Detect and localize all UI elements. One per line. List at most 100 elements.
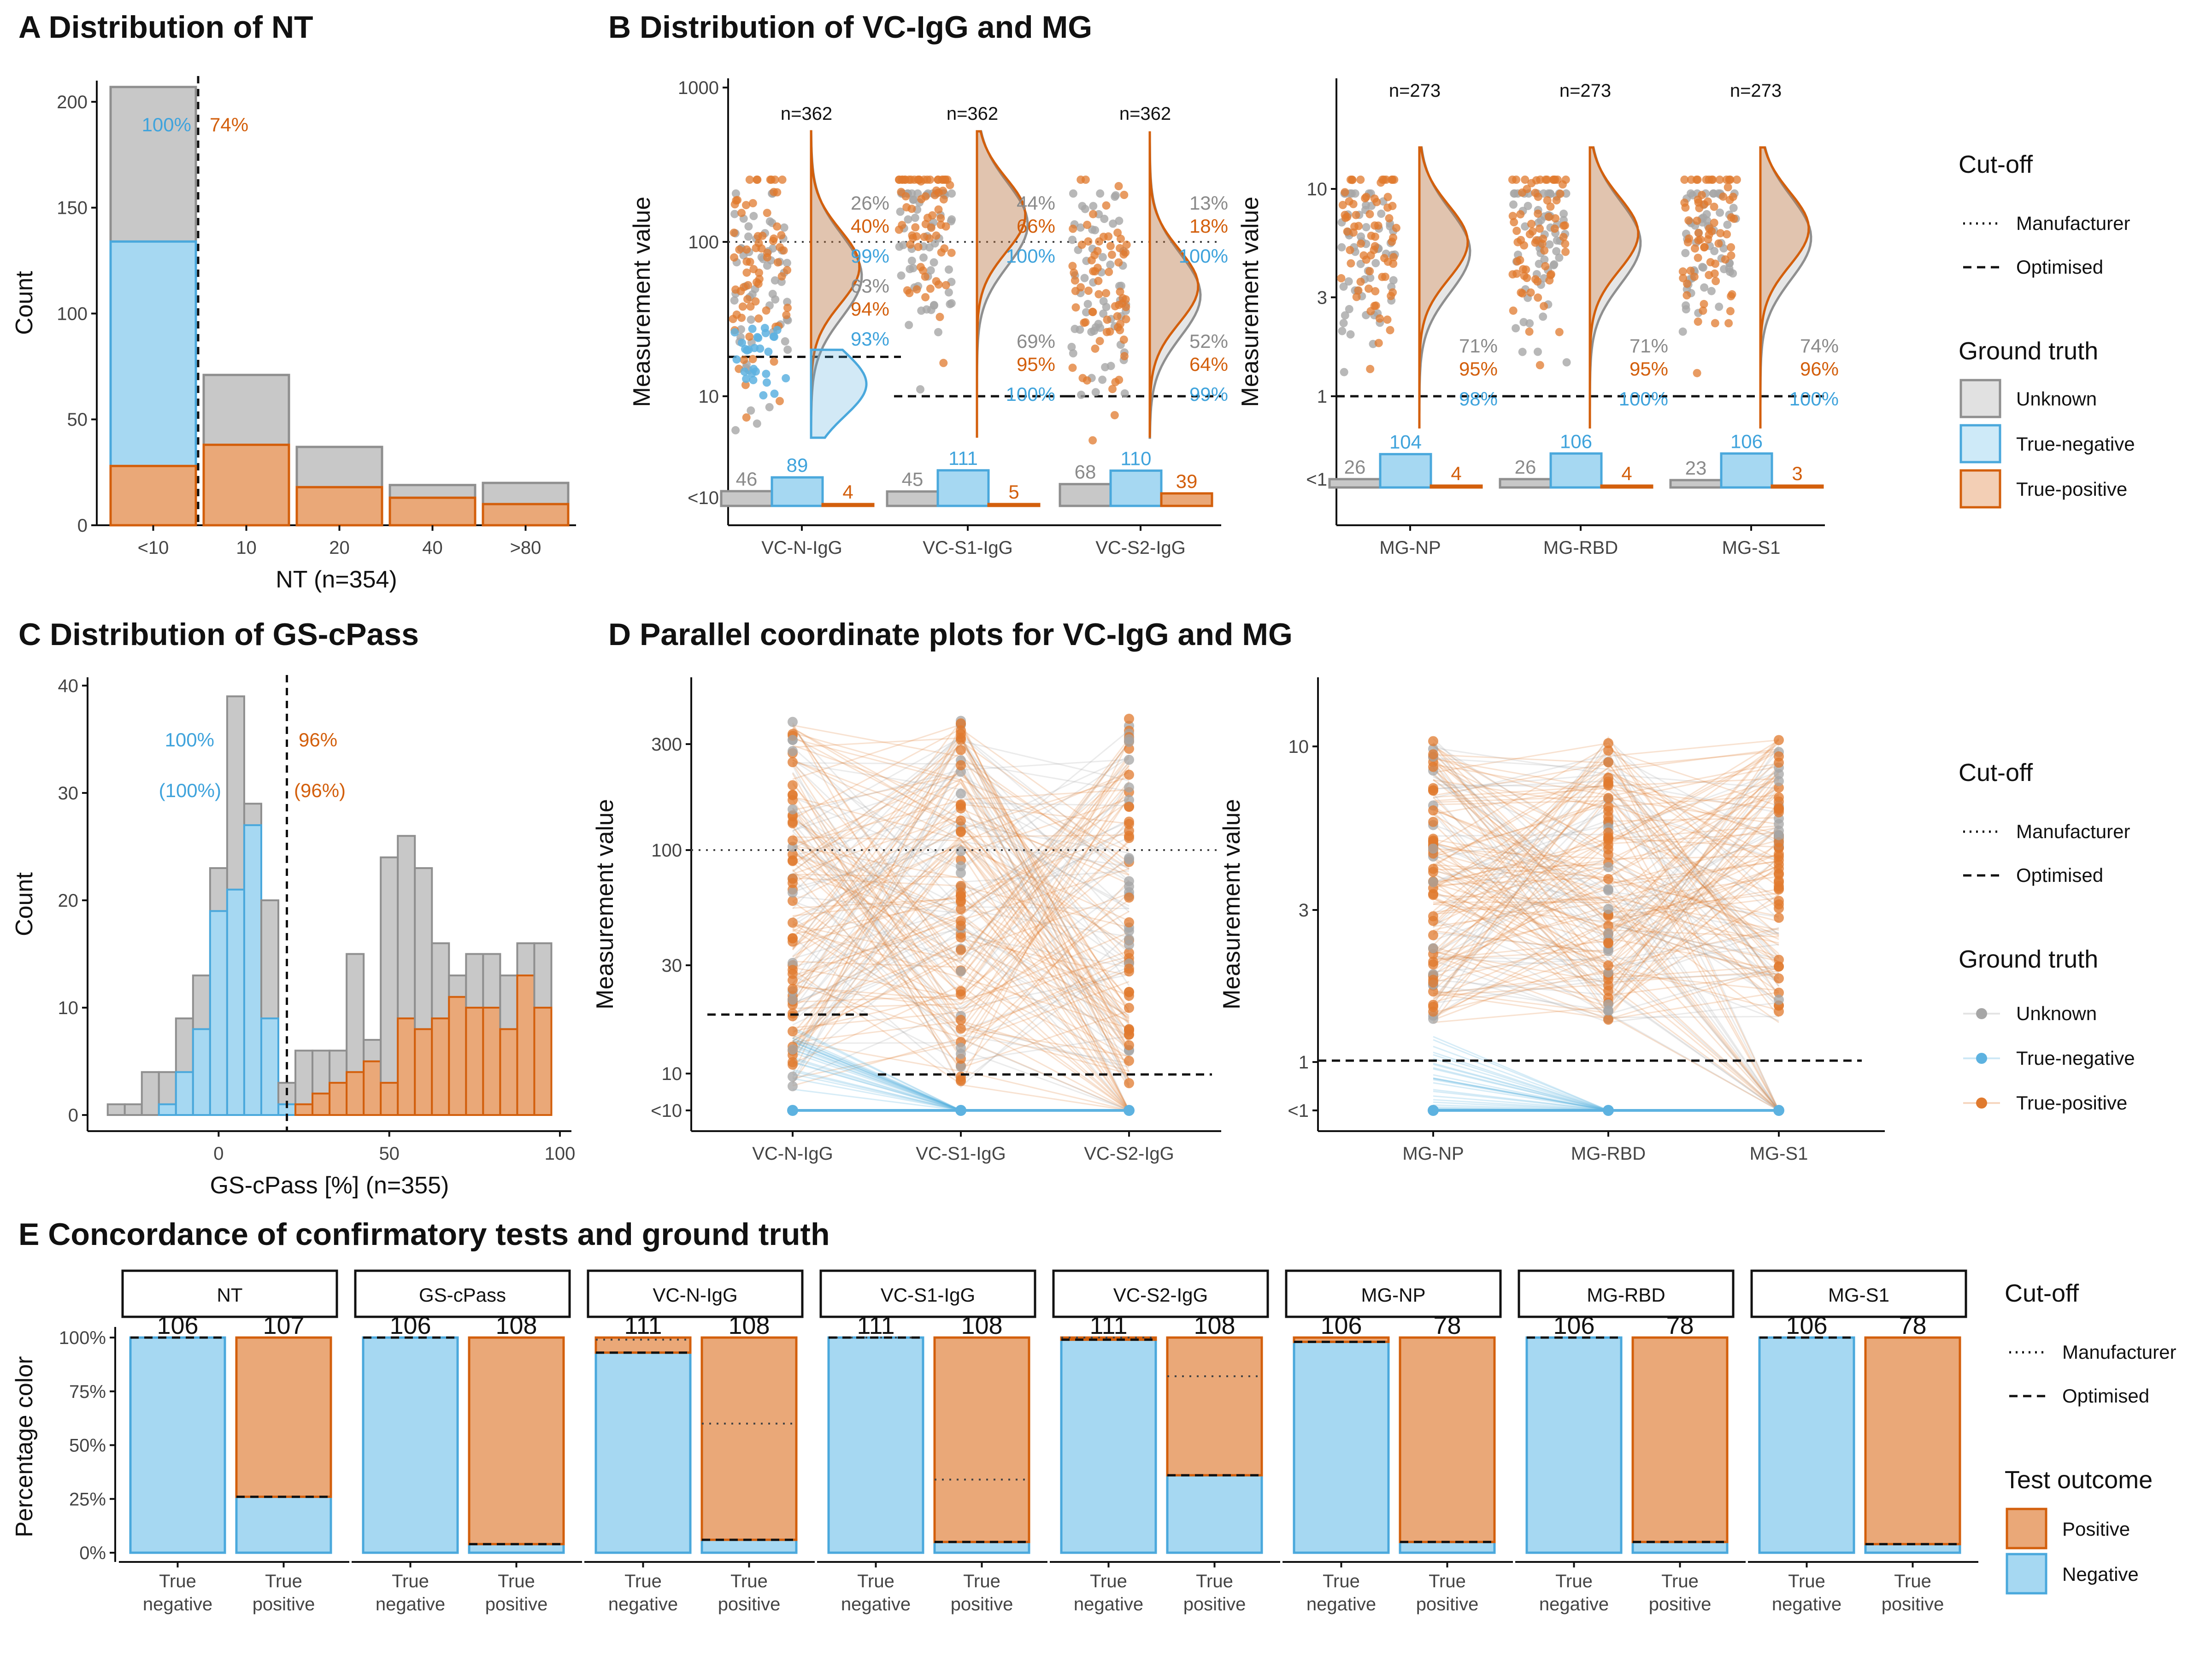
panel-b1-violin-negative [810,348,868,439]
panel-b2-point-positive [1724,319,1733,328]
panel-d1-line-positive [792,778,1130,1050]
panel-b1-point-positive [921,220,930,229]
panel-b1-point-positive [777,272,786,281]
panel-b1-point-positive [912,232,921,241]
panel-b1-point-unknown [909,264,918,272]
panel-b1-point-negative [742,346,751,355]
panel-e-xtick-label: negative [376,1594,445,1614]
panel-d1-ylabel: Measurement value [592,799,618,1010]
panel-e-bar-positive [594,1336,692,1354]
panel-b2-below-count-negative: 106 [1560,430,1592,452]
legend-ground-truth-d-label: True-positive [2016,1092,2127,1114]
panel-e-bar-negative [1060,1338,1157,1554]
panel-e-xtick-label: negative [1539,1594,1609,1614]
panel-d1-point [1124,1029,1134,1040]
panel-b2-below-count-positive: 4 [1621,463,1632,484]
panel-d1-point [788,746,798,757]
panel-b2-point-unknown [1678,327,1687,336]
panel-b1-point-positive [906,240,915,249]
panel-e-bar-negative [1525,1336,1623,1554]
panel-e-xtick-label: True [1323,1571,1360,1591]
panel-e-xtick-label: True [265,1571,302,1591]
panel-b2-point-positive [1521,176,1530,184]
panel-b1-ytick-label: <10 [688,488,719,508]
panel-b2-point-positive [1707,176,1716,184]
panel-b2-point-positive [1694,236,1703,245]
panel-d1-point [788,757,798,768]
panel-b2-point-positive [1694,253,1702,262]
panel-d1-point [956,1076,966,1086]
panel-b2-point-positive [1711,319,1719,328]
panel-b1-point-positive [742,413,751,422]
panel-b1-point-positive [926,176,935,184]
panel-b1-point-unknown [781,337,789,346]
panel-e-strip-label: VC-S2-IgG [1113,1284,1208,1306]
panel-b1-point-positive [906,176,915,184]
panel-d1-ytick-label: <10 [651,1101,682,1121]
legend-ground-truth-d-point [1976,1098,1987,1109]
panel-b1-pct-positive: 66% [1017,215,1055,237]
panel-d2-line-positive [1433,750,1779,912]
panel-d2-line-positive [1433,895,1780,1111]
panel-d1-point [788,874,798,884]
panel-b1-point-positive [754,314,763,323]
panel-c-xtick-label: 0 [213,1144,224,1164]
panel-b1-point-unknown [905,321,913,329]
panel-d2-point [1603,806,1613,816]
panel-d1-point [956,986,966,997]
panel-b1-point-positive [907,205,916,213]
panel-d2-point [1603,1015,1613,1025]
panel-b1-point-positive [770,357,778,366]
panel-a-bar-positive [482,503,570,527]
panel-b1-point-positive [1094,276,1103,285]
panel-b2-point-unknown [1559,209,1568,218]
panel-c-bar-negative [260,1017,280,1116]
panel-d1-point [1124,991,1134,1001]
panel-b2-point-positive [1389,234,1398,242]
panel-b1-point-positive [1094,290,1103,299]
panel-b2-point-positive [1547,270,1555,279]
panel-d1-line-positive [792,984,1130,1111]
panel-e-bar-positive [1166,1336,1263,1477]
panel-b1-point-positive [754,279,763,288]
panel-b2-point-unknown [1339,319,1348,328]
panel-d1-point [788,994,798,1005]
panel-d2-point [1428,783,1438,793]
panel-d1-point [1124,1003,1134,1013]
panel-b2-point-unknown [1510,189,1518,198]
panel-b1-point-negative [761,329,770,337]
panel-b1-point-positive [921,272,930,281]
panel-d2-point [1603,960,1613,971]
panel-d1-point [956,803,966,814]
legend-cutoff-d-label-optimised: Optimised [2016,864,2103,886]
panel-b2-point-positive [1343,227,1352,236]
panel-d1-line-positive [792,738,1130,1111]
panel-b2-pct-negative: 100% [1789,388,1839,410]
panel-c-bar-positive [329,1082,348,1116]
panel-e-bar-positive [1864,1336,1961,1545]
panel-b1-pct-positive: 95% [1017,353,1055,375]
panel-d2-point [1428,999,1438,1010]
panel-b1-below-bar-positive [987,503,1041,507]
legend-ground-truth-title: Ground truth [1959,337,2098,365]
panel-a-ytick-label: 200 [57,92,88,112]
panel-e-ytick-label: 50% [69,1436,106,1456]
panel-b2-point-positive [1365,284,1373,293]
panel-d2-point [1603,757,1613,768]
panel-b1-point-unknown [1106,260,1115,269]
panel-d1-point-negative [1124,1105,1135,1116]
panel-b1-pct-negative: 100% [1179,245,1228,267]
panel-d1-point [1124,892,1134,903]
panel-b2-point-positive [1510,218,1518,227]
panel-b1-point-positive [936,214,945,223]
panel-b2-point-positive [1684,216,1693,225]
panel-b2-point-positive [1525,230,1534,239]
panel-e-strip-label: NT [217,1284,243,1306]
panel-b2-violin-positive [1759,146,1810,428]
panel-b2-point-positive [1714,239,1723,248]
panel-c-bar-positive [482,1007,501,1116]
panel-c-bar-positive [414,1028,433,1116]
panel-d2-point [1603,967,1613,978]
panel-b2-point-unknown [1562,358,1571,367]
panel-b2-point-positive [1509,306,1518,315]
